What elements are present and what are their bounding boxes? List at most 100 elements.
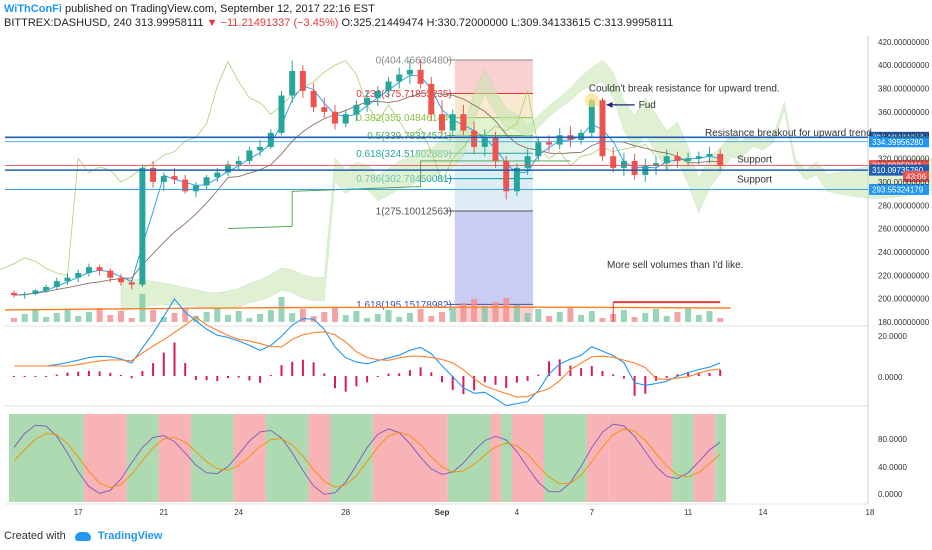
volume-bar xyxy=(53,313,60,322)
price-axis-tick: 220.00000000 xyxy=(878,271,930,280)
fib-level-label: 0.382(355.04846144) xyxy=(356,113,452,124)
candle-body xyxy=(332,111,338,124)
candle-body xyxy=(278,95,285,133)
candle-body xyxy=(118,277,124,283)
open-value: O:325.21449474 xyxy=(341,17,424,30)
tradingview-logo-icon xyxy=(74,531,91,541)
stoch-band xyxy=(501,414,512,502)
macd-histogram-bar xyxy=(184,363,187,376)
candle-body xyxy=(128,282,135,285)
volume-bar xyxy=(75,316,82,322)
publish-info: published on TradingView.com, September … xyxy=(65,3,375,16)
stoch-band xyxy=(447,414,491,502)
candle-body xyxy=(620,160,627,168)
ichimoku-cloud xyxy=(120,60,932,312)
annotation-breakout: Resistance breakout for upward trend. xyxy=(705,128,875,139)
volume-bar xyxy=(717,318,724,322)
publish-line: WiThConFi published on TradingView.com, … xyxy=(4,2,928,16)
ohlc-line: BITTREX:DASHUSD, 240 313.99958111 ▼ −11.… xyxy=(4,16,928,30)
stoch-band xyxy=(715,414,726,502)
macd-histogram-bar xyxy=(719,369,722,376)
candle-body xyxy=(385,81,392,91)
volume-bar xyxy=(150,310,157,322)
author-name[interactable]: WiThConFi xyxy=(4,3,62,16)
candle-body xyxy=(342,114,349,124)
last-price: 313.99958111 xyxy=(134,17,204,30)
candle-body xyxy=(653,163,659,166)
candle-body xyxy=(471,130,478,147)
candle-body xyxy=(139,167,146,285)
volume-bar xyxy=(535,309,542,322)
signal-line xyxy=(14,316,721,398)
candle-body xyxy=(695,156,702,159)
price-axis-tick: 240.00000000 xyxy=(878,248,930,257)
volume-bar xyxy=(289,313,296,322)
candle-body xyxy=(396,74,403,82)
tradingview-link[interactable]: TradingView xyxy=(97,530,163,542)
volume-bar xyxy=(235,311,242,322)
fib-zone xyxy=(454,210,533,305)
countdown-tag xyxy=(903,171,929,183)
volume-bar xyxy=(685,308,692,322)
macd-histogram-bar xyxy=(344,376,347,392)
candle-body xyxy=(96,267,103,271)
macd-histogram-bar xyxy=(248,376,251,381)
candle-body xyxy=(225,164,231,173)
volume-bar xyxy=(246,318,253,322)
price-level-tag xyxy=(869,136,929,148)
volume-bar xyxy=(663,316,670,322)
candle-body xyxy=(321,107,328,112)
stoch-band xyxy=(693,414,716,502)
candle-body xyxy=(439,114,445,131)
annotation-fud: Fud xyxy=(639,100,656,111)
volume-bar xyxy=(406,313,413,322)
support-step-line xyxy=(227,160,571,230)
annotation-support-1: Support xyxy=(737,155,772,166)
stoch-band xyxy=(83,414,127,502)
macd-histogram-bar xyxy=(537,374,540,376)
volume-bar xyxy=(21,314,28,322)
volume-bar xyxy=(653,309,659,322)
macd-histogram-bar xyxy=(590,365,593,376)
stoch-band xyxy=(490,414,502,502)
stoch-band xyxy=(9,414,84,502)
annotation-sell-volume: More sell volumes than I'd like. xyxy=(607,260,743,271)
candle-body xyxy=(235,160,242,165)
candle-body xyxy=(556,135,563,145)
volume-bar xyxy=(471,299,478,322)
macd-histogram-bar xyxy=(13,376,15,377)
macd-histogram-bar xyxy=(580,368,583,376)
time-axis-tick: 21 xyxy=(159,508,168,517)
candle-body xyxy=(85,267,92,273)
price-level-tag-label: 310.09735760 xyxy=(872,166,924,175)
volume-bar xyxy=(299,309,306,322)
volume-bar xyxy=(257,314,264,322)
macd-histogram-bar xyxy=(697,372,700,376)
candle-body xyxy=(107,270,114,278)
macd-histogram-bar xyxy=(280,365,283,376)
candle-body xyxy=(43,286,50,291)
candle-body xyxy=(257,146,264,151)
created-with: Created with xyxy=(4,530,66,542)
macd-histogram-bar xyxy=(430,372,433,376)
time-axis-tick: 4 xyxy=(515,508,520,517)
volume-bar xyxy=(599,318,606,322)
symbol-label: BITTREX:DASHUSD, 240 xyxy=(4,17,132,30)
candle-body xyxy=(546,142,552,145)
stoch-band xyxy=(190,414,234,502)
price-axis-tick: 400.00000000 xyxy=(878,61,930,70)
fib-zone xyxy=(454,178,533,211)
volume-ma xyxy=(4,306,731,311)
volume-bar xyxy=(620,310,627,322)
macd-axis-tick: 0.0000 xyxy=(878,373,903,382)
macd-histogram-bar xyxy=(259,376,262,383)
stoch-d-line xyxy=(13,428,721,489)
volume-bar xyxy=(396,317,403,322)
candle-body xyxy=(535,142,542,157)
close-value: C:313.99958111 xyxy=(593,17,674,30)
macd-histogram-bar xyxy=(612,374,615,376)
stoch-band xyxy=(511,414,544,502)
candle-body xyxy=(203,177,210,186)
price-level-tag-label: 293.55324179 xyxy=(872,185,924,194)
